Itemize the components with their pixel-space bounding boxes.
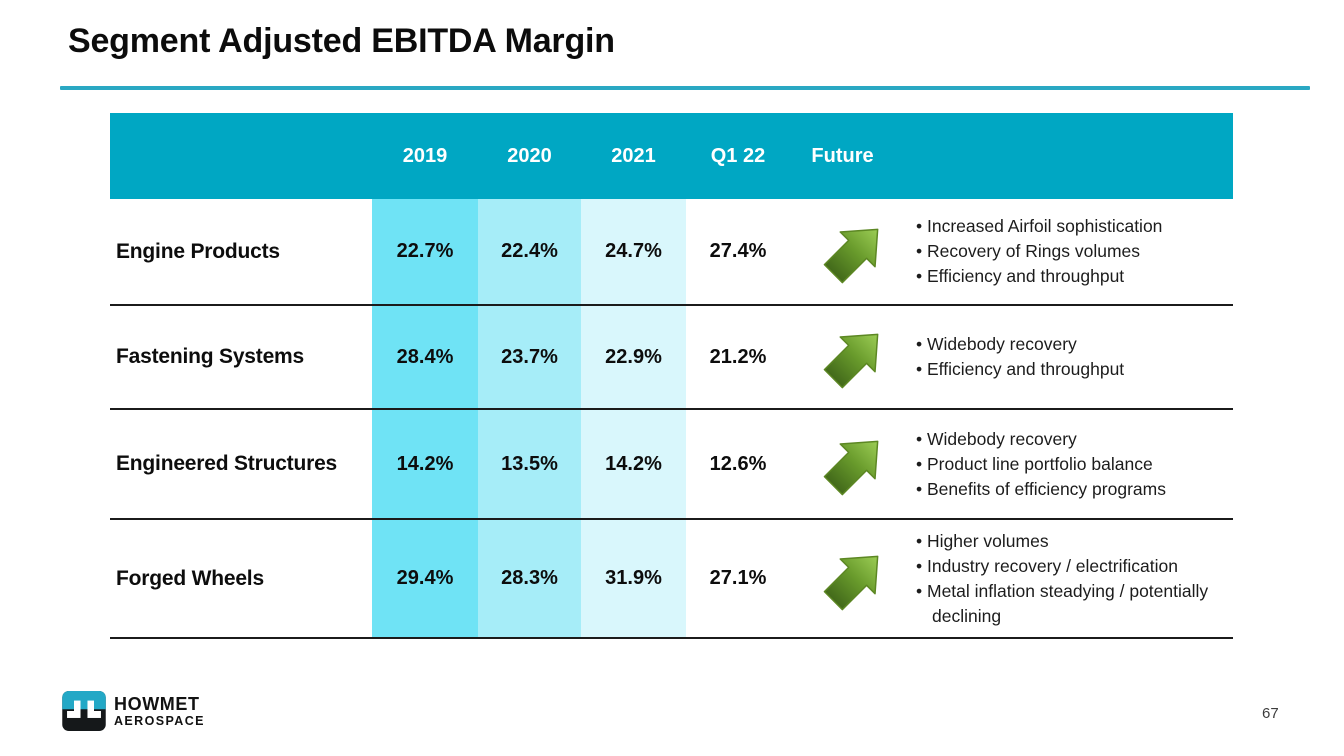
future-bullet-list: Higher volumes Industry recovery / elect… [916, 529, 1234, 629]
bullet-item: Widebody recovery [916, 427, 1234, 452]
column-header-2019: 2019 [402, 144, 448, 167]
trend-up-arrow-icon [823, 333, 879, 389]
table-row-fastening-systems: Fastening Systems 28.4% 23.7% 22.9% 21.2… [110, 306, 1233, 410]
bullet-item: Recovery of Rings volumes [916, 239, 1234, 264]
value-2020: 28.3% [501, 567, 558, 589]
value-q122: 12.6% [709, 452, 767, 475]
row-label: Forged Wheels [116, 566, 264, 590]
value-q122: 27.1% [709, 567, 767, 589]
value-2019: 14.2% [396, 452, 454, 475]
column-header-q122: Q1 22 [710, 144, 766, 167]
highlight-band-2021 [581, 199, 686, 639]
value-2021: 24.7% [605, 240, 662, 262]
value-2021: 14.2% [605, 452, 662, 475]
logo-subname: AEROSPACE [114, 713, 205, 728]
bullet-item: Higher volumes [916, 529, 1234, 554]
logo-wordmark: HOWMET AEROSPACE [114, 695, 205, 728]
table-row-forged-wheels: Forged Wheels 29.4% 28.3% 31.9% 27.1% Hi… [110, 520, 1233, 639]
future-cell: Increased Airfoil sophistication Recover… [790, 211, 1234, 293]
future-cell: Widebody recovery Efficiency and through… [790, 316, 1234, 398]
future-cell: Higher volumes Industry recovery / elect… [790, 529, 1234, 629]
logo-name: HOWMET [114, 693, 200, 714]
bullet-item: Benefits of efficiency programs [916, 477, 1234, 502]
howmet-logo-icon [62, 691, 106, 731]
table-row-engine-products: Engine Products 22.7% 22.4% 24.7% 27.4% … [110, 199, 1233, 306]
bullet-item: Efficiency and throughput [916, 357, 1234, 382]
value-2020: 22.4% [501, 240, 558, 262]
page-number: 67 [1262, 705, 1279, 722]
future-bullet-list: Widebody recovery Product line portfolio… [916, 427, 1234, 502]
bullet-item: Increased Airfoil sophistication [916, 214, 1234, 239]
trend-up-arrow-icon [823, 555, 879, 610]
bullet-item: Product line portfolio balance [916, 452, 1234, 477]
bullet-item: Industry recovery / electrification [916, 554, 1234, 579]
bullet-item: Widebody recovery [916, 332, 1234, 357]
column-header-future: Future [811, 144, 874, 167]
value-2019: 28.4% [396, 345, 454, 368]
page-title: Segment Adjusted EBITDA Margin [68, 22, 615, 60]
row-label: Fastening Systems [116, 345, 304, 368]
table-header-row: 2019 2020 2021 Q1 22 Future [110, 113, 1233, 199]
value-2021: 31.9% [605, 567, 662, 589]
value-2020: 13.5% [501, 452, 558, 475]
value-2021: 22.9% [605, 345, 662, 368]
value-2020: 23.7% [501, 345, 558, 368]
howmet-aerospace-logo: HOWMET AEROSPACE [62, 691, 205, 731]
column-highlight-bands [110, 199, 1233, 639]
trend-up-arrow-icon [823, 440, 879, 496]
future-bullet-list: Increased Airfoil sophistication Recover… [916, 214, 1234, 289]
column-header-2020: 2020 [507, 144, 552, 167]
highlight-band-2020 [478, 199, 581, 639]
future-bullet-list: Widebody recovery Efficiency and through… [916, 332, 1234, 382]
row-label: Engineered Structures [116, 452, 338, 475]
segment-margin-table: 2019 2020 2021 Q1 22 Future Engine Produ… [110, 113, 1233, 639]
title-underline [60, 86, 1310, 90]
value-2019: 22.7% [396, 240, 454, 262]
row-label: Engine Products [116, 239, 280, 263]
trend-up-arrow-icon [823, 228, 879, 283]
column-header-2021: 2021 [611, 144, 656, 167]
future-cell: Widebody recovery Product line portfolio… [790, 423, 1234, 505]
bullet-item: Metal inflation steadying / potentially … [916, 579, 1234, 629]
value-2019: 29.4% [396, 567, 454, 589]
value-q122: 27.4% [709, 240, 767, 262]
table-row-engineered-structures: Engineered Structures 14.2% 13.5% 14.2% … [110, 410, 1233, 520]
highlight-band-2019 [372, 199, 478, 639]
value-q122: 21.2% [709, 345, 767, 368]
bullet-item: Efficiency and throughput [916, 264, 1234, 289]
